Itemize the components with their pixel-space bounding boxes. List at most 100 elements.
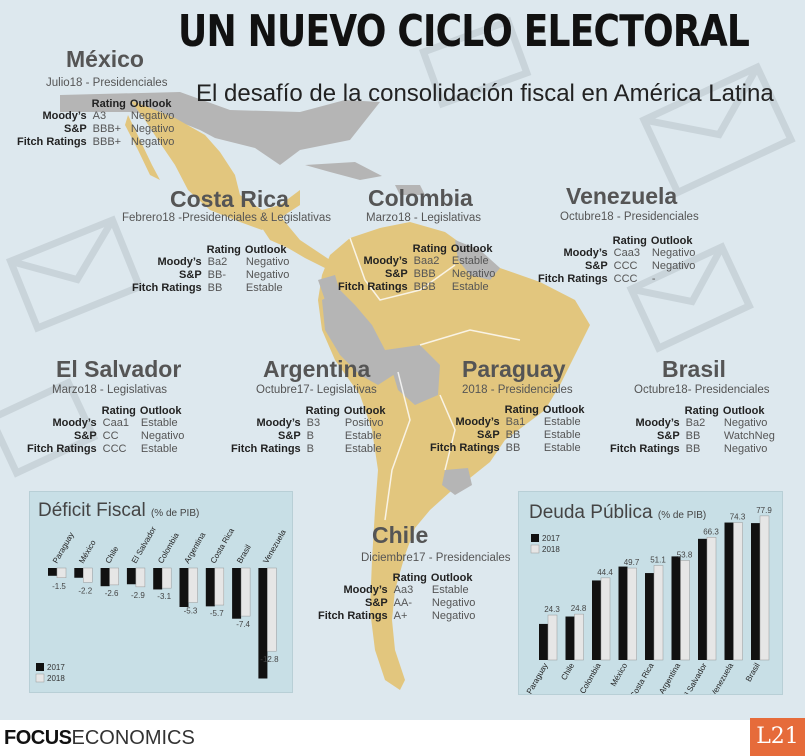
agency-name: Moody’s <box>42 110 87 122</box>
data-label: 66.3 <box>703 527 719 536</box>
rating-row: S&P AA- Negativo <box>315 597 478 610</box>
rating-table: Rating Outlook Moody’s A3 Negativo S&P BBB+ Neg… <box>14 98 177 149</box>
category-label: Colombia <box>156 531 181 565</box>
agency-name: Fitch Ratings <box>338 281 408 293</box>
country-name: Venezuela <box>566 183 678 209</box>
debt-chart-title: Deuda Pública (% de PIB) <box>529 502 707 523</box>
country-name: México <box>66 46 144 72</box>
legend-swatch-2017 <box>531 534 539 542</box>
bar-2018 <box>135 567 146 588</box>
rating-row: Fitch Ratings B Estable <box>228 443 387 456</box>
peru-land <box>322 290 398 385</box>
rating-value: Ba1 <box>505 416 526 428</box>
election-date: Octubre18 - Presidenciales <box>560 211 699 223</box>
debt-chart-panel: Deuda Pública (% de PIB) 24.3 Paraguay 24.… <box>518 491 783 695</box>
outlook-value: Estable <box>431 584 469 596</box>
rating-row: Moody’s Ba2 Negativo <box>607 417 778 430</box>
outlook-value: Negativo <box>245 269 290 281</box>
data-label: 24.8 <box>571 604 587 613</box>
bar-2018 <box>214 567 225 606</box>
rating-row: S&P B Estable <box>228 430 387 443</box>
category-label: México <box>77 538 98 565</box>
outlook-value: Estable <box>140 417 178 429</box>
outlook-value: Negativo <box>130 136 175 148</box>
bar-2018 <box>240 567 251 617</box>
rating-row: Moody’s B3 Positivo <box>228 417 387 430</box>
envelope-decoration-icon <box>0 16 796 478</box>
agency-name: Fitch Ratings <box>17 136 87 148</box>
rating-row: Fitch Ratings BB Negativo <box>607 443 778 456</box>
bar-2017 <box>618 566 628 660</box>
rating-row: Fitch Ratings BB Estable <box>427 442 586 455</box>
outlook-header: Outlook <box>542 404 585 416</box>
agency-name: S&P <box>278 430 301 442</box>
election-date: Julio18 - Presidenciales <box>46 77 168 89</box>
rating-value: BB <box>207 282 223 294</box>
agency-name: S&P <box>179 269 202 281</box>
category-label: México <box>609 661 630 688</box>
rating-value: A3 <box>92 110 107 122</box>
rating-table: Rating Outlook Moody’s Ba2 Negativo S&P BB Watc… <box>607 405 778 456</box>
agency-name: Fitch Ratings <box>430 442 500 454</box>
election-date: Febrero18 -Presidenciales & Legislativas <box>122 212 332 224</box>
main-title: UN NUEVO CICLO ELECTORAL <box>178 6 750 57</box>
rating-header: Rating <box>101 405 136 417</box>
rating-row: Moody’s Caa3 Negativo <box>535 247 698 260</box>
outlook-value: Estable <box>344 443 382 455</box>
agency-name: S&P <box>585 260 608 272</box>
rating-row: Fitch Ratings BBB Estable <box>335 281 498 294</box>
agency-name: Moody’s <box>563 247 608 259</box>
outlook-value: Estable <box>344 430 382 442</box>
election-date: Octubre17- Legislativas <box>256 384 377 396</box>
bar-2018 <box>547 614 558 661</box>
rating-value: BB <box>505 429 521 441</box>
legend-swatch-2018 <box>530 544 540 554</box>
category-label: Venezuela <box>261 528 288 565</box>
rating-row: S&P CCC Negativo <box>535 260 698 273</box>
rating-row: S&P BBB Negativo <box>335 268 498 281</box>
legend-label-2017: 2017 <box>542 534 560 543</box>
outlook-value: Negativo <box>130 123 175 135</box>
rating-row: Moody’s A3 Negativo <box>14 110 177 123</box>
rating-header: Rating <box>684 405 719 417</box>
country-name: Costa Rica <box>170 186 289 212</box>
agency-name: S&P <box>477 429 500 441</box>
rating-row: S&P BBB+ Negativo <box>14 123 177 136</box>
bar-2017 <box>698 538 707 660</box>
data-label: 74.3 <box>730 513 746 522</box>
category-label: Costa Rica <box>628 661 656 694</box>
rating-value: BBB <box>413 281 436 293</box>
agency-name: Moody’s <box>157 256 202 268</box>
rating-row: S&P BB Estable <box>427 429 586 442</box>
data-label: -12.8 <box>260 655 279 664</box>
legend-swatch-2018 <box>35 673 45 683</box>
category-label: Paraguay <box>525 662 550 695</box>
bar-2018 <box>83 567 93 583</box>
agency-name: Moody’s <box>52 417 97 429</box>
outlook-value: Negativo <box>451 268 496 280</box>
bar-2017 <box>565 616 575 660</box>
outlook-value: Estable <box>543 416 581 428</box>
footer <box>0 720 805 756</box>
mexico-land <box>130 100 300 230</box>
bar-2017 <box>179 568 189 607</box>
election-date: 2018 - Presidenciales <box>462 384 573 396</box>
category-label: El Salvador <box>680 661 708 694</box>
bar-2017 <box>74 568 84 578</box>
outlook-value: WatchNeg <box>723 430 775 442</box>
outlook-value: Positivo <box>344 417 384 429</box>
bar-2018 <box>627 567 637 661</box>
agency-name: S&P <box>385 268 408 280</box>
rating-table: Rating Outlook Moody’s Aa3 Estable S&P AA- Nega… <box>315 572 478 623</box>
outlook-header: Outlook <box>722 405 765 417</box>
data-label: 51.1 <box>650 555 666 564</box>
bar-2018 <box>161 567 172 589</box>
bar-2018 <box>759 515 770 661</box>
legend-label-2018: 2018 <box>47 674 65 683</box>
rating-value: CC <box>102 430 119 442</box>
bar-2017 <box>258 568 268 679</box>
rating-row: Fitch Ratings CCC - <box>535 273 698 286</box>
data-label: 44.4 <box>597 568 613 577</box>
rating-value: BB <box>505 442 521 454</box>
rating-table: Rating Outlook Moody’s Ba1 Estable S&P BB Estab… <box>427 404 586 455</box>
